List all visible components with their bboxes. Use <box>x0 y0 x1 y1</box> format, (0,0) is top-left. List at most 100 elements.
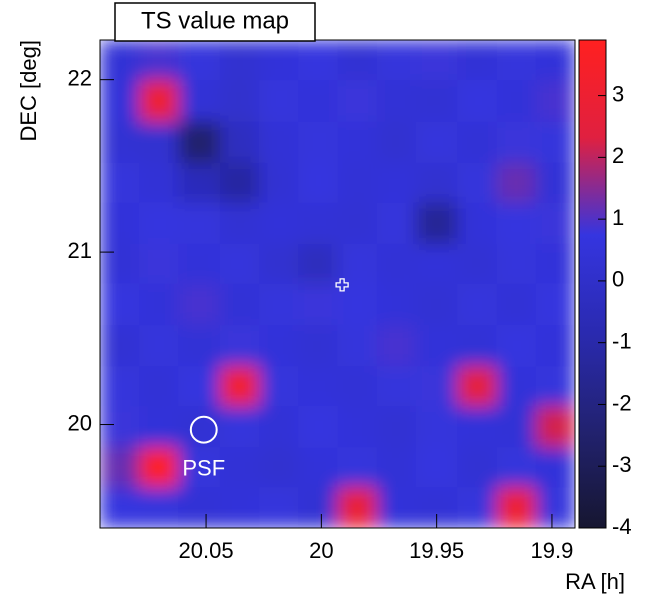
heat-cell <box>139 243 179 284</box>
heat-cell <box>219 162 260 203</box>
heat-cell <box>219 40 260 81</box>
heat-cell <box>496 486 537 528</box>
heat-cell <box>457 365 498 407</box>
heat-cell <box>496 365 537 407</box>
heat-cell <box>259 446 299 488</box>
heat-cell <box>457 162 498 203</box>
heat-cell <box>298 243 338 284</box>
heat-cell <box>259 486 299 528</box>
heat-cell <box>415 40 458 81</box>
heat-cell <box>337 324 378 367</box>
colorbar-tick-label: 1 <box>612 205 624 230</box>
heat-cell <box>376 243 417 284</box>
heat-cell <box>259 40 299 81</box>
heat-cell <box>178 405 221 448</box>
heat-cell <box>496 121 537 163</box>
heat-cell <box>298 324 338 367</box>
heat-cell <box>139 283 179 326</box>
y-tick-label: 20 <box>68 410 92 435</box>
heat-cell <box>337 243 378 284</box>
heat-cell <box>457 486 498 528</box>
heat-cell <box>259 365 299 407</box>
heat-cell <box>178 79 221 122</box>
colorbar-tick-label: 0 <box>612 267 624 292</box>
heat-cell <box>100 405 140 448</box>
x-tick-label: 20 <box>309 538 333 563</box>
y-tick-label: 22 <box>68 65 92 90</box>
heat-cell <box>298 365 338 407</box>
heat-cell <box>337 162 378 203</box>
heat-cell <box>100 79 140 122</box>
x-axis-label: RA [h] <box>565 569 625 594</box>
heat-cell <box>337 40 378 81</box>
heat-cell <box>259 121 299 163</box>
heat-cell <box>376 79 417 122</box>
heat-cell <box>415 243 458 284</box>
colorbar-tick-label: -3 <box>612 452 632 477</box>
heat-cell <box>337 79 378 122</box>
heat-cell <box>219 121 260 163</box>
heat-cell <box>298 405 338 448</box>
heat-cell <box>496 162 537 203</box>
heat-cell <box>139 365 179 407</box>
heat-cell <box>139 324 179 367</box>
heat-cell <box>219 79 260 122</box>
heat-cell <box>139 486 179 528</box>
heat-cell <box>178 486 221 528</box>
heat-cell <box>376 162 417 203</box>
heat-cell <box>415 283 458 326</box>
heat-cell <box>535 79 575 122</box>
heat-cell <box>535 486 575 528</box>
heat-cell <box>178 365 221 407</box>
heat-cell <box>457 446 498 488</box>
heat-cell <box>100 121 140 163</box>
heat-cell <box>337 202 378 244</box>
heat-cell <box>100 324 140 367</box>
heat-cell <box>376 202 417 244</box>
heat-cell <box>535 324 575 367</box>
x-tick-label: 19.95 <box>409 538 464 563</box>
heat-cell <box>376 405 417 448</box>
heat-cell <box>219 365 260 407</box>
x-tick-label: 20.05 <box>179 538 234 563</box>
heat-cell <box>376 121 417 163</box>
heat-cell <box>415 405 458 448</box>
heat-cell <box>376 446 417 488</box>
heat-cell <box>496 202 537 244</box>
heat-cell <box>337 446 378 488</box>
heat-cell <box>415 202 458 244</box>
heat-cell <box>298 486 338 528</box>
heat-cell <box>259 243 299 284</box>
heat-cell <box>457 202 498 244</box>
heatmap <box>100 40 575 528</box>
heat-cell <box>376 283 417 326</box>
heat-cell <box>219 405 260 448</box>
heat-cell <box>298 162 338 203</box>
heat-cell <box>259 405 299 448</box>
heat-cell <box>457 405 498 448</box>
heat-cell <box>100 40 140 81</box>
psf-label: PSF <box>182 455 225 480</box>
heat-cell <box>337 121 378 163</box>
heat-cell <box>535 283 575 326</box>
heat-cell <box>219 324 260 367</box>
heat-cell <box>457 283 498 326</box>
heat-cell <box>415 162 458 203</box>
heat-cell <box>457 324 498 367</box>
heat-cell <box>496 405 537 448</box>
heat-cell <box>535 162 575 203</box>
heat-cell <box>178 40 221 81</box>
y-tick-label: 21 <box>68 238 92 263</box>
heat-cell <box>178 202 221 244</box>
heat-cell <box>535 243 575 284</box>
heat-cell <box>219 283 260 326</box>
heat-cell <box>259 324 299 367</box>
heat-cell <box>535 121 575 163</box>
heat-cell <box>337 365 378 407</box>
colorbar <box>578 39 607 529</box>
heat-cell <box>496 79 537 122</box>
colorbar-tick-label: 3 <box>612 81 624 106</box>
heatmap-cells <box>100 40 575 528</box>
heat-cell <box>376 324 417 367</box>
